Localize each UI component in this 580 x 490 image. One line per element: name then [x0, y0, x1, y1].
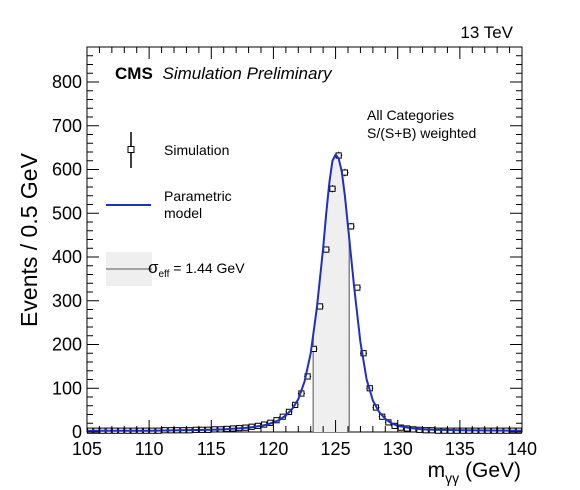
- simulation-point: [323, 246, 330, 253]
- y-tick-label: 0: [72, 422, 82, 442]
- y-tick-label: 200: [52, 335, 82, 355]
- simulation-point: [348, 223, 355, 230]
- legend-simulation-marker: [127, 146, 135, 153]
- energy-label: 13 TeV: [460, 23, 513, 42]
- legend-model-label-2: model: [164, 205, 202, 221]
- x-axis-title-base: m: [428, 459, 446, 482]
- y-tick-label: 400: [52, 247, 82, 267]
- simulation-point: [329, 185, 336, 192]
- x-tick-label: 130: [383, 439, 413, 459]
- x-axis-title: mγγ (GeV): [428, 459, 521, 486]
- x-tick-label: 135: [445, 439, 475, 459]
- x-axis-title-unit: (GeV): [459, 459, 521, 482]
- annotation-line-1: All Categories: [367, 107, 454, 123]
- legend-sigma-label: σeff = 1.44 GeV: [148, 258, 245, 280]
- sigma-symbol: σ: [148, 258, 159, 277]
- legend-model-label-1: Parametric: [164, 188, 232, 204]
- cms-sublabel: Simulation Preliminary: [163, 64, 334, 83]
- model-curve: [87, 153, 523, 432]
- x-tick-label: 105: [72, 439, 102, 459]
- x-tick-label: 125: [321, 439, 351, 459]
- legend-simulation-label: Simulation: [164, 142, 229, 158]
- sigma-value: = 1.44 GeV: [169, 260, 245, 276]
- y-axis-title: Events / 0.5 GeV: [16, 152, 42, 327]
- x-tick-label: 115: [197, 439, 226, 459]
- annotation-line-2: S/(S+B) weighted: [367, 125, 476, 141]
- sigma-eff-band: [313, 154, 350, 432]
- cms-label: CMS Simulation Preliminary: [115, 64, 333, 83]
- y-tick-label: 500: [52, 203, 82, 223]
- y-tick-label: 600: [52, 160, 82, 180]
- y-tick-label: 300: [52, 291, 82, 311]
- y-tick-label: 100: [52, 378, 82, 398]
- x-tick-label: 120: [258, 439, 288, 459]
- y-tick-label: 800: [52, 72, 82, 92]
- legend: Simulation Parametric model σeff = 1.44 …: [106, 132, 245, 286]
- x-tick-label: 140: [507, 439, 537, 459]
- cms-label-bold: CMS: [115, 64, 153, 83]
- y-tick-label: 700: [52, 116, 82, 136]
- x-axis-title-sub: γγ: [445, 470, 459, 486]
- sigma-subscript: eff: [159, 269, 170, 280]
- plot-frame: [86, 46, 523, 433]
- x-tick-label: 110: [135, 439, 164, 459]
- simulation-point: [354, 284, 361, 291]
